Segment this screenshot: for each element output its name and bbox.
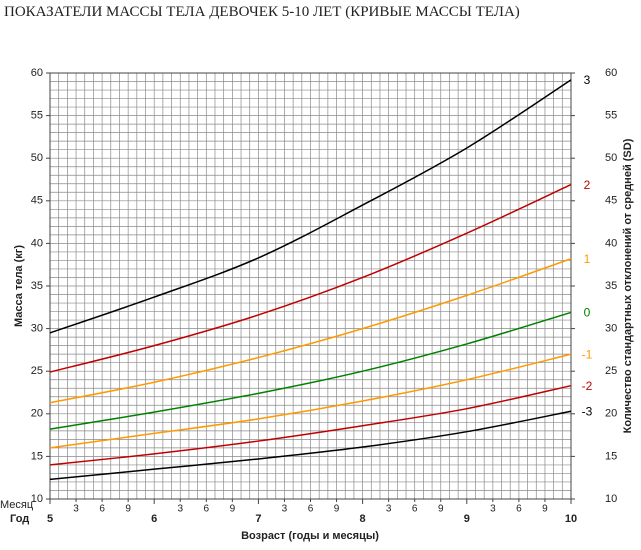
y2-tick-label: 20 bbox=[605, 408, 617, 420]
curve bbox=[49, 410, 572, 481]
x-minor-tick-label: 6 bbox=[516, 504, 522, 515]
y2-tick-label: 25 bbox=[605, 365, 617, 377]
curve-label: -3 bbox=[582, 404, 593, 418]
curve bbox=[49, 183, 572, 373]
y2-tick-label: 50 bbox=[605, 152, 617, 164]
curve bbox=[49, 258, 572, 404]
x-minor-tick-label: 6 bbox=[204, 504, 210, 515]
curve bbox=[49, 384, 572, 466]
x-tick-label: 7 bbox=[255, 513, 261, 525]
y-tick-label: 55 bbox=[31, 110, 43, 122]
x-tick-label: 6 bbox=[151, 513, 157, 525]
y-tick-label: 50 bbox=[31, 152, 43, 164]
y-tick-label: 20 bbox=[31, 408, 43, 420]
x-tick-label: 9 bbox=[464, 513, 470, 525]
x-minor-tick-label: 9 bbox=[125, 504, 131, 515]
curve-label: -1 bbox=[582, 347, 593, 361]
x-minor-tick-label: 3 bbox=[490, 504, 496, 515]
curve-label: 1 bbox=[584, 252, 591, 266]
x-axis-label: Возраст (годы и месяцы) bbox=[241, 530, 379, 542]
y2-tick-label: 10 bbox=[605, 493, 617, 505]
y-tick-label: 60 bbox=[31, 67, 43, 79]
y2-tick-label: 15 bbox=[605, 450, 617, 462]
y-tick-label: 45 bbox=[31, 195, 43, 207]
curve-label: 0 bbox=[584, 306, 591, 320]
x-tick-label: 10 bbox=[565, 513, 577, 525]
curve-label: 3 bbox=[584, 73, 591, 87]
x-minor-tick-label: 6 bbox=[412, 504, 418, 515]
y-tick-label: 25 bbox=[31, 365, 43, 377]
y2-tick-label: 60 bbox=[605, 67, 617, 79]
y-tick-label: 30 bbox=[31, 323, 43, 335]
curve bbox=[49, 79, 572, 334]
y2-tick-label: 40 bbox=[605, 237, 617, 249]
x-minor-tick-label: 9 bbox=[438, 504, 444, 515]
y2-tick-label: 35 bbox=[605, 280, 617, 292]
y2-tick-label: 55 bbox=[605, 110, 617, 122]
x-minor-tick-label: 3 bbox=[386, 504, 392, 515]
y-tick-label: 35 bbox=[31, 280, 43, 292]
curve bbox=[49, 353, 572, 449]
y-axis-label: Масса тела (кг) bbox=[13, 245, 25, 327]
x-minor-tick-label: 6 bbox=[308, 504, 314, 515]
x-minor-tick-label: 9 bbox=[334, 504, 340, 515]
x-tick-label: 5 bbox=[47, 513, 53, 525]
x-minor-tick-label: 9 bbox=[542, 504, 548, 515]
y2-axis-label: Количество стандартных отклонений от сре… bbox=[622, 138, 634, 433]
curve bbox=[49, 311, 572, 430]
x-minor-tick-label: 3 bbox=[73, 504, 79, 515]
curve-label: 2 bbox=[584, 178, 591, 192]
x-minor-tick-label: 3 bbox=[177, 504, 183, 515]
chart-title: ПОКАЗАТЕЛИ МАССЫ ТЕЛА ДЕВОЧЕК 5-10 ЛЕТ (… bbox=[4, 4, 520, 20]
x-minor-tick-label: 3 bbox=[282, 504, 288, 515]
y-tick-label: 40 bbox=[31, 237, 43, 249]
x-tick-label: 8 bbox=[360, 513, 366, 525]
curve-label: -2 bbox=[582, 379, 593, 393]
x-minor-tick-label: 6 bbox=[99, 504, 105, 515]
x-minor-tick-label: 9 bbox=[230, 504, 236, 515]
year-row-label: Год bbox=[10, 513, 29, 525]
y-tick-label: 10 bbox=[31, 493, 43, 505]
y2-tick-label: 45 bbox=[605, 195, 617, 207]
month-row-label: Месяц bbox=[0, 499, 34, 511]
y-tick-label: 15 bbox=[31, 450, 43, 462]
y2-tick-label: 30 bbox=[605, 323, 617, 335]
